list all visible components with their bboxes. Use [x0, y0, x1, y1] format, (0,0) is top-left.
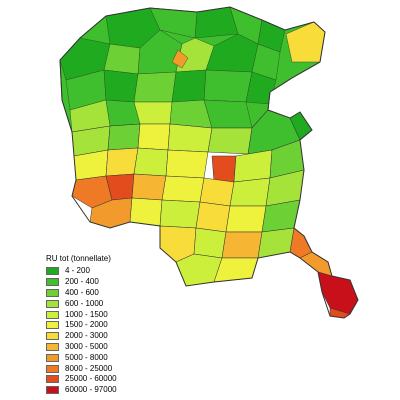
legend-item: 2000 - 3000 — [46, 331, 206, 342]
legend-swatch — [46, 342, 59, 351]
legend-swatch — [46, 332, 59, 341]
municipality — [233, 149, 273, 183]
legend-label: 1000 - 1500 — [65, 309, 108, 319]
legend-item: 3000 - 5000 — [46, 342, 206, 353]
legend-label: 600 - 1000 — [65, 298, 104, 308]
legend-item: 4 - 200 — [46, 266, 206, 277]
legend-title: RU tot (tonnellate) — [46, 254, 111, 263]
municipality — [131, 173, 167, 201]
legend-swatch — [46, 364, 59, 373]
municipality — [203, 69, 253, 103]
municipality — [171, 69, 207, 103]
municipality — [137, 123, 171, 151]
municipality — [103, 43, 141, 75]
municipality — [167, 123, 213, 153]
municipality — [299, 251, 333, 277]
legend-item: 1500 - 2000 — [46, 320, 206, 331]
municipality — [229, 177, 271, 207]
municipality — [207, 127, 253, 155]
legend-item: 25000 - 60000 — [46, 374, 206, 385]
municipality — [199, 177, 235, 207]
legend-label: 5000 - 8000 — [65, 352, 108, 362]
municipality — [221, 231, 263, 259]
region-outline — [59, 6, 359, 319]
municipality — [105, 147, 139, 177]
legend-label: 1500 - 2000 — [65, 320, 108, 330]
municipality — [133, 101, 173, 125]
legend-label: 400 - 600 — [65, 287, 99, 297]
legend-swatch — [46, 278, 59, 287]
legend-item: 8000 - 25000 — [46, 363, 206, 374]
legend-swatch — [46, 386, 59, 395]
municipality — [171, 49, 189, 69]
legend-item: 60000 - 97000 — [46, 385, 206, 396]
legend-item: 5000 - 8000 — [46, 352, 206, 363]
legend-label: 25000 - 60000 — [65, 374, 117, 384]
map-legend: RU tot (tonnellate) 4 - 200 200 - 400 400 … — [46, 254, 206, 396]
legend-swatch — [46, 353, 59, 362]
legend-swatch — [46, 299, 59, 308]
municipality — [133, 147, 169, 177]
municipality — [107, 123, 141, 151]
legend-label: 200 - 400 — [65, 277, 99, 287]
legend-swatch — [46, 288, 59, 297]
municipality — [103, 69, 139, 103]
municipality — [257, 227, 295, 259]
legend-item: 200 - 400 — [46, 277, 206, 288]
municipality — [133, 71, 177, 103]
municipality — [203, 99, 253, 129]
municipality — [195, 201, 231, 233]
legend-item: 400 - 600 — [46, 288, 206, 299]
legend-label: 2000 - 3000 — [65, 331, 108, 341]
legend-swatch — [46, 310, 59, 319]
legend-swatch — [46, 321, 59, 330]
legend-item: 1000 - 1500 — [46, 309, 206, 320]
legend-swatch — [46, 375, 59, 384]
municipality — [225, 205, 267, 233]
legend-item: 600 - 1000 — [46, 298, 206, 309]
municipality — [129, 197, 163, 227]
municipality — [159, 199, 201, 229]
legend-label: 60000 - 97000 — [65, 385, 117, 395]
legend-label: 4 - 200 — [65, 266, 90, 276]
legend-label: 8000 - 25000 — [65, 363, 113, 373]
municipality — [317, 271, 359, 315]
legend-rows: 4 - 200 200 - 400 400 - 600 600 - 1000 1000 … — [46, 266, 206, 396]
legend-label: 3000 - 5000 — [65, 341, 108, 351]
municipality — [161, 175, 205, 203]
municipality — [165, 149, 209, 179]
legend-swatch — [46, 267, 59, 276]
municipality — [211, 155, 237, 183]
